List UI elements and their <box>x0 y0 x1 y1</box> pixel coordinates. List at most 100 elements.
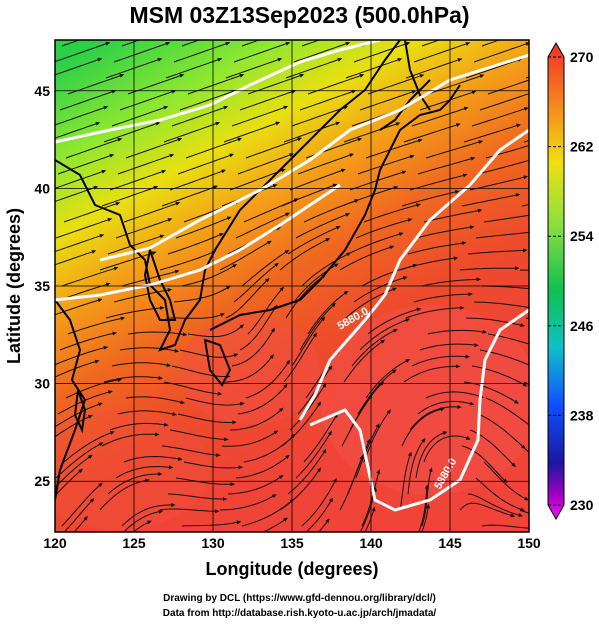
streamline <box>483 461 529 501</box>
streamline <box>177 153 235 175</box>
streamline <box>353 276 408 303</box>
streamline <box>467 493 524 517</box>
coastline-taiwan <box>73 389 87 434</box>
streamline <box>113 288 173 303</box>
streamline <box>365 358 411 399</box>
streamline <box>59 331 117 351</box>
streamline <box>365 138 423 159</box>
streamline <box>123 509 164 532</box>
streamline <box>287 448 327 495</box>
streamline <box>111 105 169 127</box>
credit-data: Data from http://database.rish.kyoto-u.a… <box>162 608 437 619</box>
streamline <box>107 472 163 495</box>
streamline <box>262 517 288 532</box>
coastline-asia <box>55 40 401 352</box>
streamline <box>542 525 599 527</box>
streamline <box>289 168 346 191</box>
x-tick-label: 140 <box>359 535 383 551</box>
lat-lon-grid <box>55 40 529 532</box>
streamline <box>479 93 529 111</box>
streamline <box>187 324 245 338</box>
streamline <box>175 216 232 239</box>
streamline <box>115 465 174 479</box>
streamline <box>465 58 523 79</box>
colorbar-label: 270 <box>570 49 594 65</box>
streamline <box>477 413 526 450</box>
coastline-sakhalin <box>404 40 431 111</box>
streamline <box>421 503 430 532</box>
streamline <box>295 430 332 479</box>
streamline <box>418 484 429 532</box>
streamline <box>185 397 245 406</box>
colorbar-ticks: 270 262 254 246 238 230 <box>548 49 594 513</box>
streamline <box>415 431 448 479</box>
streamline <box>181 40 201 47</box>
streamline <box>481 40 501 47</box>
streamline <box>401 189 460 207</box>
streamline <box>475 477 525 512</box>
streamline <box>55 415 93 438</box>
streamline <box>287 226 341 255</box>
colorbar-bar <box>547 41 565 521</box>
streamline <box>425 140 484 159</box>
streamline <box>241 249 290 287</box>
streamline <box>183 461 244 470</box>
streamline <box>241 40 261 47</box>
streamline <box>59 89 117 111</box>
streamline <box>55 359 100 378</box>
streamline <box>103 121 161 143</box>
streamline <box>485 397 529 426</box>
coastlines <box>55 40 461 501</box>
streamline <box>542 27 596 46</box>
streamline <box>55 468 83 497</box>
x-tick-label: 135 <box>280 535 304 551</box>
streamline <box>55 454 93 488</box>
streamline <box>407 241 467 255</box>
streamline <box>171 365 231 379</box>
streamline <box>245 137 303 159</box>
credit-drawing: Drawing by DCL (https://www.gfd-dennou.o… <box>163 593 436 604</box>
streamline <box>111 362 172 368</box>
streamline <box>413 42 471 63</box>
contour-lines <box>55 40 529 512</box>
streamline <box>220 11 274 30</box>
streamline <box>166 313 225 319</box>
streamline <box>460 11 514 30</box>
streamline <box>339 245 395 271</box>
streamline <box>55 169 107 189</box>
streamline <box>173 285 231 303</box>
streamline <box>363 409 392 463</box>
plot-frame <box>54 39 530 533</box>
streamline <box>237 383 288 415</box>
y-tick-label: 35 <box>34 278 50 294</box>
streamline <box>233 41 291 63</box>
streamline <box>301 477 337 527</box>
streamline <box>359 90 417 111</box>
streamline <box>237 153 294 175</box>
contour-5880-a <box>298 128 529 421</box>
streamline <box>55 250 97 266</box>
streamline <box>459 266 520 271</box>
streamline <box>303 413 338 463</box>
streamline <box>475 231 529 239</box>
streamline <box>235 454 290 479</box>
streamline <box>57 153 115 175</box>
colorbar-label: 254 <box>570 228 594 244</box>
streamline <box>235 212 291 239</box>
streamline <box>345 57 403 79</box>
streamline <box>225 57 283 79</box>
streamline <box>241 498 295 527</box>
streamline <box>229 407 284 431</box>
streamline <box>423 208 483 223</box>
streamline <box>115 218 173 239</box>
streamline <box>99 478 150 511</box>
coastline-korea <box>143 246 177 321</box>
streamline <box>534 537 591 542</box>
streamline <box>173 41 231 63</box>
streamline <box>477 159 529 175</box>
streamline <box>73 515 88 532</box>
streamline <box>291 105 349 127</box>
streamline <box>55 298 103 316</box>
streamline <box>538 158 593 174</box>
